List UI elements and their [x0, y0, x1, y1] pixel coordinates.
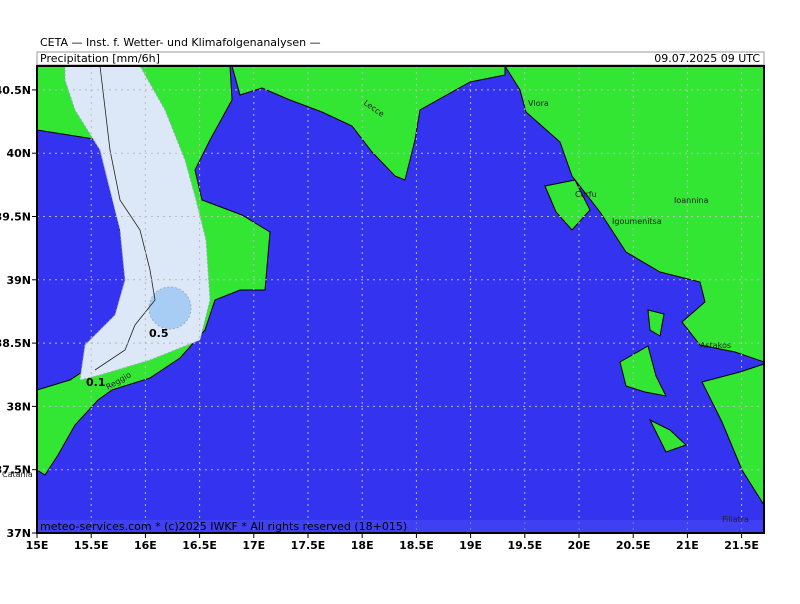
place-label: Filiatra [722, 515, 749, 524]
precip-core [148, 286, 192, 330]
apulia [231, 65, 506, 181]
x-tick-label: 21E [676, 539, 699, 552]
valid-time: 09.07.2025 09 UTC [654, 52, 760, 65]
x-tick-label: 16.5E [182, 539, 217, 552]
y-tick-label: 37N [6, 527, 31, 540]
contour-label: 0.1 [86, 376, 106, 389]
y-tick-label: 39N [6, 274, 31, 287]
x-tick-label: 19E [459, 539, 482, 552]
place-label: Ioannina [674, 196, 709, 205]
x-tick-label: 20E [568, 539, 591, 552]
map: meteo-services.com * (c)2025 IWKF * All … [36, 65, 765, 534]
x-tick-label: 17E [242, 539, 265, 552]
footer: meteo-services.com * (c)2025 IWKF * All … [40, 520, 407, 533]
x-tick-label: 19.5E [507, 539, 542, 552]
x-tick-label: 21.5E [724, 539, 759, 552]
parameter: Precipitation [mm/6h] [40, 52, 160, 65]
x-tick-label: 15.5E [74, 539, 109, 552]
y-tick-label: 40.5N [0, 84, 31, 97]
x-tick-label: 16E [134, 539, 157, 552]
lefkada [647, 309, 665, 337]
greece-albania [504, 65, 765, 363]
y-tick-label: 40N [6, 147, 31, 160]
frame [36, 65, 765, 534]
grid [37, 66, 764, 533]
y-tick-label: 38N [6, 400, 31, 413]
zakynthos [648, 418, 687, 453]
y-tick-label: 37.5N [0, 464, 31, 477]
x-tick-label: 15E [26, 539, 49, 552]
y-tick-label: 39.5N [0, 211, 31, 224]
y-tick-label: 38.5N [0, 337, 31, 350]
place-label: Corfu [575, 190, 597, 199]
contour-label: 0.5 [149, 327, 169, 340]
x-tick-label: 18.5E [399, 539, 434, 552]
x-tick-label: 17.5E [291, 539, 326, 552]
x-tick-label: 18E [351, 539, 374, 552]
place-label: Astakos [700, 341, 731, 350]
footer-bar [37, 520, 764, 533]
institute: CETA — Inst. f. Wetter- und Klimafolgena… [40, 36, 321, 49]
kefalonia [619, 345, 667, 397]
axes: 15E 15.5E 16E 16.5E 17E 17.5E 18E 18.5E 19E 19.5E… [0, 84, 759, 552]
place-label: Vlora [528, 99, 549, 108]
place-label: Catania [2, 470, 33, 479]
place-label: Igoumenitsa [612, 217, 662, 226]
border-line [94, 65, 156, 371]
x-tick-label: 20.5E [616, 539, 651, 552]
